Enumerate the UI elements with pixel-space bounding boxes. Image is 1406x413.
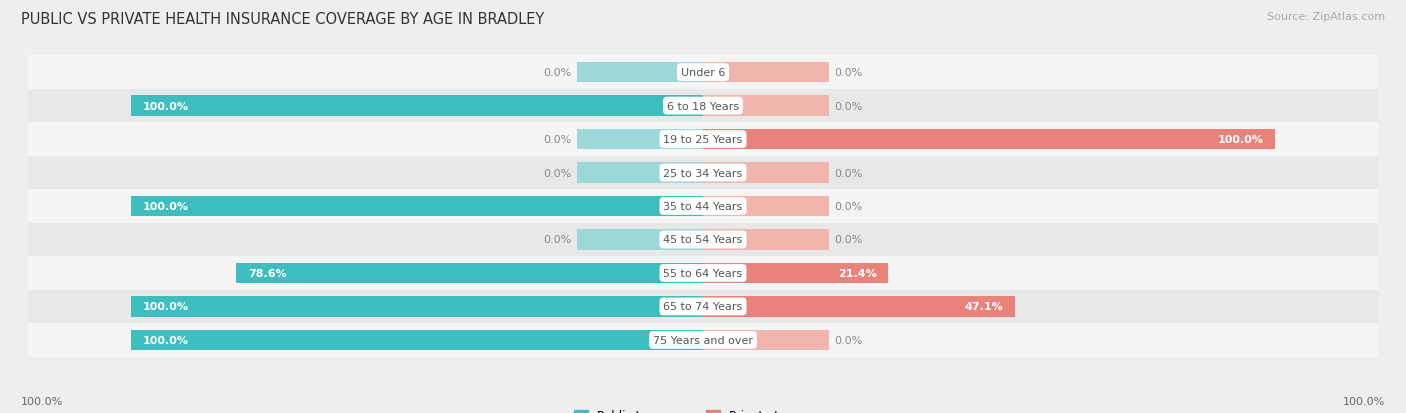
Text: 100.0%: 100.0%: [1218, 135, 1264, 145]
Text: 100.0%: 100.0%: [142, 335, 188, 345]
Text: 0.0%: 0.0%: [835, 235, 863, 245]
Text: 100.0%: 100.0%: [142, 202, 188, 211]
Bar: [28, 290, 1378, 323]
Text: 0.0%: 0.0%: [543, 168, 571, 178]
Bar: [578, 230, 703, 250]
Bar: [703, 63, 828, 83]
Bar: [703, 96, 828, 117]
Bar: [703, 263, 889, 284]
Bar: [131, 196, 703, 217]
Text: 100.0%: 100.0%: [21, 396, 63, 406]
Bar: [28, 90, 1378, 123]
Text: 0.0%: 0.0%: [543, 135, 571, 145]
Text: 21.4%: 21.4%: [838, 268, 877, 278]
Text: 0.0%: 0.0%: [835, 202, 863, 211]
Bar: [578, 63, 703, 83]
Bar: [131, 330, 703, 350]
Bar: [28, 123, 1378, 157]
Text: 45 to 54 Years: 45 to 54 Years: [664, 235, 742, 245]
Bar: [28, 323, 1378, 357]
Text: 35 to 44 Years: 35 to 44 Years: [664, 202, 742, 211]
Bar: [28, 157, 1378, 190]
Text: Under 6: Under 6: [681, 68, 725, 78]
Bar: [703, 129, 1275, 150]
Text: 100.0%: 100.0%: [142, 301, 188, 312]
Bar: [131, 96, 703, 117]
Text: 65 to 74 Years: 65 to 74 Years: [664, 301, 742, 312]
Text: 100.0%: 100.0%: [1343, 396, 1385, 406]
Bar: [703, 330, 828, 350]
Bar: [236, 263, 703, 284]
Legend: Public Insurance, Private Insurance: Public Insurance, Private Insurance: [569, 404, 837, 413]
Text: 0.0%: 0.0%: [543, 68, 571, 78]
Text: 0.0%: 0.0%: [835, 68, 863, 78]
Bar: [131, 296, 703, 317]
Text: 100.0%: 100.0%: [142, 101, 188, 112]
Text: 55 to 64 Years: 55 to 64 Years: [664, 268, 742, 278]
Text: Source: ZipAtlas.com: Source: ZipAtlas.com: [1267, 12, 1385, 22]
Text: 0.0%: 0.0%: [835, 101, 863, 112]
Text: 19 to 25 Years: 19 to 25 Years: [664, 135, 742, 145]
Bar: [703, 163, 828, 183]
Text: 47.1%: 47.1%: [965, 301, 1004, 312]
Bar: [578, 163, 703, 183]
Bar: [28, 190, 1378, 223]
Text: 0.0%: 0.0%: [543, 235, 571, 245]
Bar: [28, 256, 1378, 290]
Bar: [578, 129, 703, 150]
Text: 25 to 34 Years: 25 to 34 Years: [664, 168, 742, 178]
Text: 75 Years and over: 75 Years and over: [652, 335, 754, 345]
Bar: [703, 230, 828, 250]
Text: 0.0%: 0.0%: [835, 335, 863, 345]
Bar: [703, 196, 828, 217]
Bar: [28, 223, 1378, 256]
Text: 78.6%: 78.6%: [247, 268, 287, 278]
Text: 6 to 18 Years: 6 to 18 Years: [666, 101, 740, 112]
Bar: [28, 56, 1378, 90]
Text: PUBLIC VS PRIVATE HEALTH INSURANCE COVERAGE BY AGE IN BRADLEY: PUBLIC VS PRIVATE HEALTH INSURANCE COVER…: [21, 12, 544, 27]
Text: 0.0%: 0.0%: [835, 168, 863, 178]
Bar: [703, 296, 1015, 317]
